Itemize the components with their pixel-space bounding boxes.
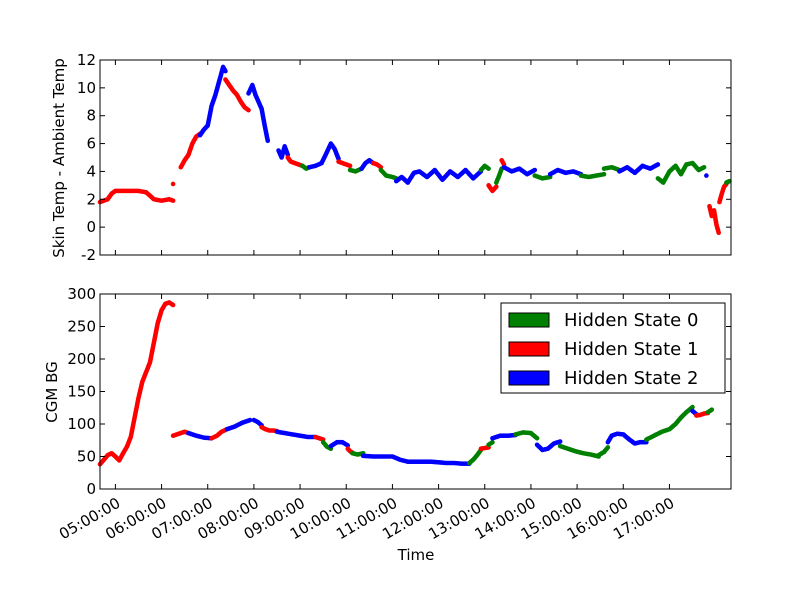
series-segment-state-2: [704, 173, 709, 178]
series-segment-state-0: [655, 160, 707, 185]
series-segment-state-1: [223, 77, 251, 113]
top-y-axis: -2 0 2 4 6 8 10 12: [77, 51, 731, 264]
data-point: [265, 138, 271, 144]
bottom-y-axis-label: CGM BG: [43, 361, 61, 422]
legend-entry: Hidden State 0: [508, 310, 698, 331]
series-segment-state-0: [705, 407, 715, 415]
series-segment-state-2: [393, 167, 484, 185]
bottom-x-axis-label: Time: [397, 546, 435, 564]
series-segment-state-2: [490, 432, 518, 441]
top-plot-frame: [99, 59, 732, 256]
y-tick-label: 200: [67, 350, 96, 368]
y-tick-label: -2: [81, 246, 96, 264]
y-tick-label: 150: [67, 383, 96, 401]
series-segment-state-2: [617, 162, 661, 176]
series-segment-state-2: [501, 164, 538, 177]
data-point: [170, 302, 176, 308]
series-segment-state-1: [97, 300, 176, 467]
series-segment-state-1: [285, 155, 305, 169]
series-segment-state-0: [350, 450, 366, 457]
top-x-ticks: [114, 60, 670, 255]
legend: Hidden State 0 Hidden State 1 Hidden State…: [500, 302, 726, 394]
data-point: [532, 167, 538, 173]
y-tick-label: 0: [86, 480, 96, 498]
y-tick-label: 10: [77, 79, 96, 97]
data-point: [690, 404, 695, 410]
data-point: [493, 184, 499, 190]
data-point: [345, 443, 351, 448]
y-tick-label: 250: [67, 318, 96, 336]
data-point: [605, 445, 611, 450]
series-segment-state-2: [274, 429, 318, 440]
top-scatter-points: [97, 64, 732, 236]
series-segment-state-0: [486, 439, 495, 448]
data-point: [601, 171, 607, 177]
series-segment-state-2: [246, 82, 271, 144]
series-segment-state-0: [494, 166, 504, 185]
data-point: [716, 230, 721, 236]
series-segment-state-0: [596, 445, 611, 458]
y-tick-label: 2: [86, 190, 96, 208]
legend-swatch: [508, 370, 550, 386]
legend-label: Hidden State 0: [564, 310, 698, 331]
series-segment-state-2: [534, 439, 563, 453]
legend-label: Hidden State 1: [564, 339, 698, 360]
y-tick-label: 4: [86, 162, 96, 180]
data-point: [246, 107, 251, 113]
series-segment-state-0: [644, 404, 695, 442]
series-segment-state-1: [170, 181, 176, 187]
data-point: [704, 173, 709, 178]
y-tick-label: 0: [86, 218, 96, 236]
y-tick-label: 100: [67, 415, 96, 433]
series-segment-state-1: [336, 159, 353, 169]
data-point: [247, 417, 253, 423]
data-point: [486, 166, 491, 171]
data-point: [170, 198, 176, 203]
y-tick-label: 300: [67, 285, 96, 303]
data-point: [709, 407, 715, 413]
data-point: [701, 164, 707, 170]
series-segment-state-1: [478, 445, 491, 452]
legend-entry: Hidden State 1: [508, 339, 698, 360]
y-tick-label: 8: [86, 107, 96, 125]
data-point: [557, 439, 563, 444]
series-segment-state-1: [486, 183, 499, 194]
bottom-y-axis: 0 50 100 150 200 250 300: [67, 285, 731, 498]
data-point: [655, 162, 661, 167]
series-segment-state-2: [276, 144, 291, 160]
data-point: [490, 439, 495, 445]
series-segment-state-0: [578, 171, 607, 180]
data-point: [223, 68, 228, 74]
data-point: [534, 436, 540, 441]
series-segment-state-1: [707, 203, 721, 236]
series-segment-state-0: [513, 430, 540, 441]
bottom-scatter-points: [97, 300, 715, 467]
series-segment-state-0: [478, 163, 491, 173]
series-segment-state-2: [224, 417, 253, 432]
data-point: [170, 181, 176, 187]
y-tick-label: 6: [86, 135, 96, 153]
legend-entry: Hidden State 2: [508, 368, 698, 389]
panel-skin-temp: -2 0 2 4 6 8 10 12 Skin Temp - Ambient Temp: [50, 51, 732, 264]
y-tick-label: 50: [77, 448, 96, 466]
series-segment-state-2: [197, 64, 228, 138]
series-segment-state-2: [328, 439, 351, 449]
y-tick-label: 12: [77, 51, 96, 69]
top-y-axis-label: Skin Temp - Ambient Temp: [50, 58, 68, 258]
series-segment-state-2: [307, 141, 341, 170]
legend-swatch: [508, 341, 550, 357]
legend-label: Hidden State 2: [564, 368, 698, 389]
legend-swatch: [508, 312, 550, 328]
series-segment-state-0: [532, 173, 553, 181]
data-point: [347, 163, 353, 169]
